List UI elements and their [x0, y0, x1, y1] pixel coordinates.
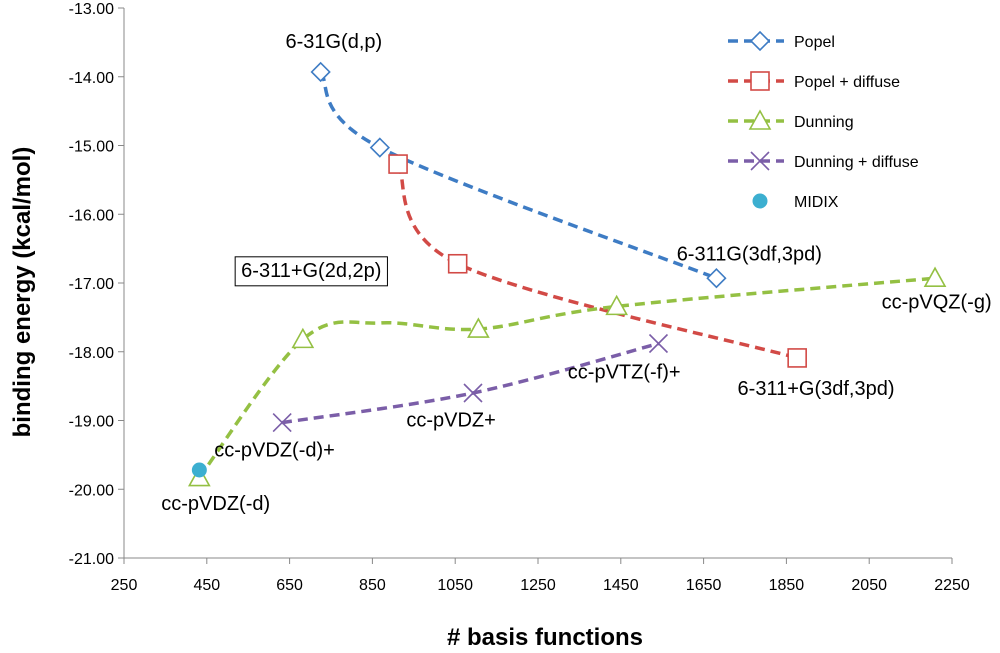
legend-label: MIDIX	[794, 194, 839, 211]
series-line-popel-diffuse	[396, 163, 798, 360]
data-point-popel	[369, 137, 390, 158]
y-axis-title: binding energy (kcal/mol)	[9, 147, 36, 438]
legend-item-popel-diffuse: Popel + diffuse	[728, 71, 900, 91]
axes: -13.00 -14.00 -15.00 -16.00 -17.00 -18.00 -19.…	[69, 1, 970, 594]
legend-item-midix: MIDIX	[752, 193, 839, 211]
boxed-point-label: 6-311+G(2d,2p)	[241, 260, 381, 282]
x-tick-label: 1850	[769, 577, 805, 594]
series-markers	[187, 61, 947, 487]
legend: Popel Popel + diffuse Dunning Dunning + dif…	[728, 30, 919, 211]
x-axis-title: # basis functions	[447, 624, 643, 651]
y-tick-label: -20.00	[69, 482, 114, 499]
data-point-popel-diffuse	[447, 253, 468, 274]
x-tick-label: 2250	[934, 577, 970, 594]
series-line-popel	[319, 70, 718, 280]
x-tick-label: 250	[111, 577, 138, 594]
legend-label: Popel	[794, 34, 835, 51]
point-label: cc-pVQZ(-g)	[882, 291, 992, 313]
point-label: 6-311G(3df,3pd)	[677, 243, 822, 265]
legend-item-popel: Popel	[728, 30, 835, 52]
y-tick-label: -15.00	[69, 139, 114, 156]
data-point-dunning-diffuse	[463, 383, 483, 403]
data-point-dunning	[291, 327, 315, 349]
legend-marker	[752, 193, 768, 209]
y-tick-label: -14.00	[69, 70, 114, 87]
x-tick-label: 450	[193, 577, 220, 594]
series-line-dunning	[197, 276, 936, 479]
y-tick-label: -19.00	[69, 414, 114, 431]
legend-marker	[749, 30, 771, 52]
point-label: cc-pVDZ+	[406, 410, 495, 432]
point-label: cc-pVDZ(-d)+	[214, 439, 335, 461]
y-tick-label: -13.00	[69, 1, 114, 18]
legend-marker	[748, 109, 772, 130]
y-tick-label: -21.00	[69, 551, 114, 568]
point-annotations: 6-31G(d,p) 6-311+G(2d,2p) 6-311G(3df,3pd) c…	[161, 31, 991, 515]
x-tick-label: 1050	[437, 577, 473, 594]
x-tick-label: 850	[359, 577, 386, 594]
legend-item-dunning: Dunning	[728, 109, 854, 131]
data-point-popel	[310, 61, 331, 83]
point-label: cc-pVDZ(-d)	[161, 493, 270, 515]
legend-label: Dunning + diffuse	[794, 154, 919, 171]
data-point-popel	[706, 268, 727, 289]
point-label: 6-311+G(3df,3pd)	[738, 378, 895, 400]
legend-item-dunning-diffuse: Dunning + diffuse	[728, 151, 919, 171]
x-tick-label: 1450	[603, 577, 639, 594]
legend-label: Dunning	[794, 114, 854, 131]
data-point-dunning	[605, 294, 629, 316]
y-tick-label: -18.00	[69, 345, 114, 362]
x-marker-stroke	[272, 412, 292, 433]
point-label: cc-pVTZ(-f)+	[568, 362, 681, 384]
point-label: 6-31G(d,p)	[285, 31, 382, 53]
data-point-midix	[191, 462, 207, 478]
x-tick-label: 1250	[520, 577, 556, 594]
y-tick-label: -17.00	[69, 276, 114, 293]
x-marker-stroke	[648, 333, 669, 354]
legend-label: Popel + diffuse	[794, 74, 900, 91]
x-marker-stroke	[463, 383, 483, 403]
x-tick-label: 650	[276, 577, 303, 594]
data-point-dunning-diffuse	[272, 412, 292, 433]
y-tick-label: -16.00	[69, 207, 114, 224]
data-point-dunning	[923, 266, 947, 287]
data-point-dunning	[467, 317, 490, 338]
x-tick-label: 1650	[686, 577, 722, 594]
x-tick-label: 2050	[851, 577, 887, 594]
data-point-popel-diffuse	[787, 348, 807, 368]
label-box	[234, 256, 388, 287]
legend-marker	[750, 151, 770, 171]
legend-marker	[750, 71, 770, 91]
data-point-dunning-diffuse	[648, 333, 669, 354]
data-point-popel-diffuse	[388, 154, 408, 174]
x-marker-stroke	[750, 151, 770, 171]
